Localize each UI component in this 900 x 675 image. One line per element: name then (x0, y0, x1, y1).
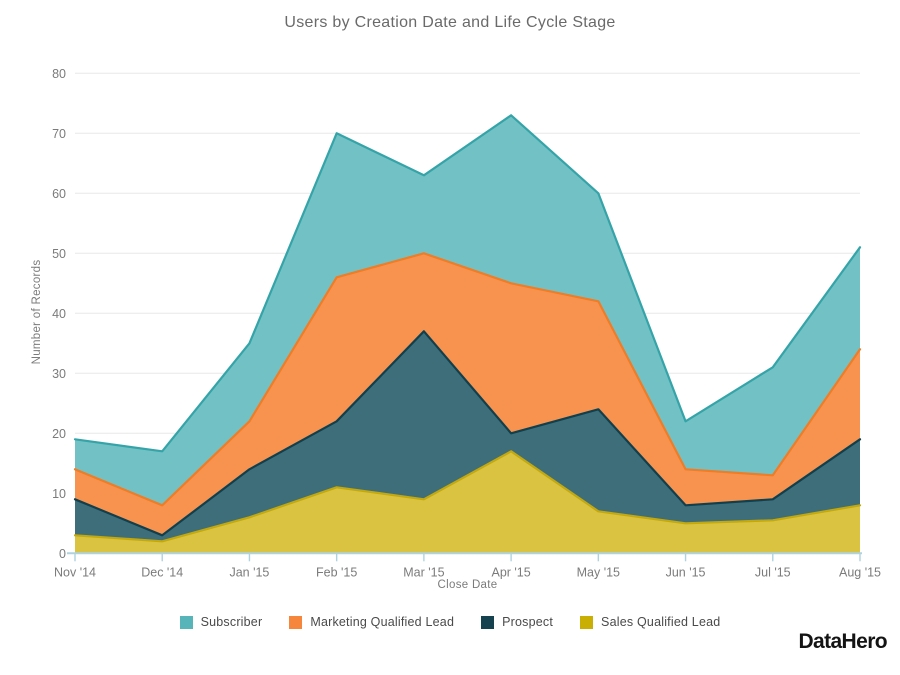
legend-item-sales-qualified-lead[interactable]: Sales Qualified Lead (580, 615, 720, 629)
x-tick-label: Jan '15 (229, 565, 269, 579)
legend-label: Marketing Qualified Lead (310, 615, 455, 629)
legend-swatch-marketing-qualified-lead (289, 615, 303, 629)
legend-swatch-subscriber (179, 615, 193, 629)
x-tick-label: Jul '15 (755, 565, 791, 579)
legend-swatch-sales-qualified-lead (580, 615, 594, 629)
legend: Subscriber Marketing Qualified Lead Prospe… (0, 611, 900, 633)
area-sales-qualified-lead (75, 451, 860, 554)
area-marketing-qualified-lead (75, 253, 860, 536)
legend-item-prospect[interactable]: Prospect (481, 615, 553, 629)
x-tick-label: Mar '15 (403, 565, 444, 579)
legend-item-marketing-qualified-lead[interactable]: Marketing Qualified Lead (289, 615, 454, 629)
y-tick-label: 40 (52, 307, 66, 321)
x-axis-title: Close Date (437, 579, 498, 591)
y-tick-label: 60 (52, 187, 66, 201)
y-tick-label: 20 (52, 427, 66, 441)
area-prospect (75, 331, 860, 542)
x-tick-label: Dec '14 (141, 565, 183, 579)
datahero-logo: DataHero (798, 630, 887, 653)
y-tick-label: 50 (52, 247, 66, 261)
y-tick-label: 70 (52, 127, 66, 141)
y-tick-label: 10 (52, 487, 66, 501)
x-tick-label: Apr '15 (492, 565, 531, 579)
legend-label: Prospect (502, 615, 554, 629)
x-tick-label: Feb '15 (316, 565, 357, 579)
y-tick-label: 80 (52, 67, 66, 81)
legend-label: Sales Qualified Lead (601, 615, 721, 629)
x-tick-label: Aug '15 (839, 565, 881, 579)
x-tick-label: Jun '15 (666, 565, 706, 579)
line-prospect (73, 330, 862, 537)
legend-swatch-prospect (481, 615, 495, 629)
plot-area: 0 10 20 30 40 50 60 70 80 Nov '14 Dec '14 Jan '15 Fe… (52, 67, 881, 579)
y-tick-label: 0 (59, 547, 66, 561)
line-sales-qualified-lead (73, 450, 862, 543)
legend-label: Subscriber (200, 615, 263, 629)
area-subscriber (75, 115, 860, 506)
legend-item-subscriber[interactable]: Subscriber (179, 615, 263, 629)
line-subscriber (73, 114, 862, 453)
x-tick-label: Nov '14 (54, 565, 96, 579)
line-marketing-qualified-lead (73, 252, 862, 507)
y-tick-label: 30 (52, 367, 66, 381)
chart-title: Users by Creation Date and Life Cycle St… (284, 14, 616, 31)
x-tick-label: May '15 (577, 565, 620, 579)
